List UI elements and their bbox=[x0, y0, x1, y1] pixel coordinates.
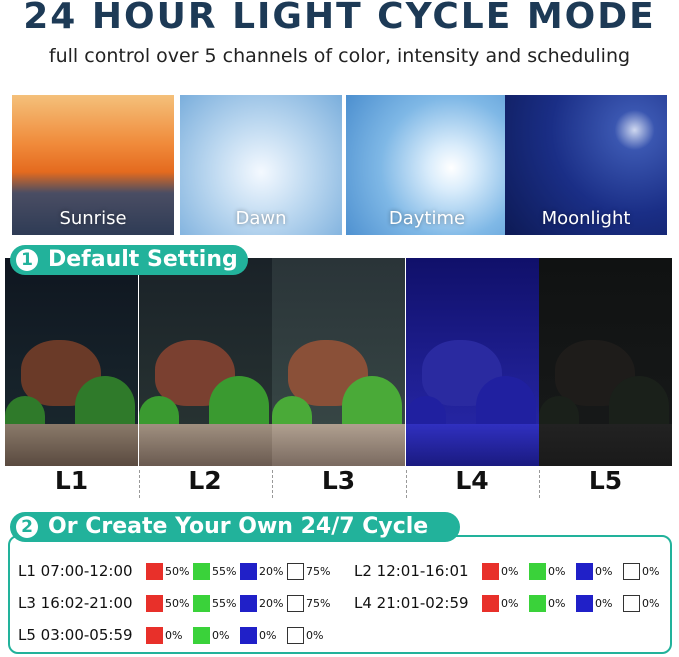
scene-label: Daytime bbox=[388, 208, 466, 229]
gravel bbox=[272, 424, 405, 466]
separator bbox=[405, 470, 407, 498]
channel-level: 0% bbox=[548, 564, 566, 578]
schedule-row: L1 07:00-12:00 50% 55% 20% 75% bbox=[18, 561, 334, 581]
subtitle: full control over 5 channels of color, i… bbox=[48, 45, 631, 67]
gravel bbox=[5, 424, 138, 466]
channel-swatch bbox=[529, 562, 546, 580]
schedule-row: L5 03:00-05:59 0% 0% 0% 0% bbox=[18, 625, 334, 645]
level-label: L2 bbox=[188, 466, 222, 495]
channel-swatch bbox=[482, 594, 499, 612]
channel-level: 75% bbox=[306, 564, 331, 578]
schedule-box: L1 07:00-12:00 50% 55% 20% 75% L2 12:01-16:01… bbox=[8, 535, 672, 654]
channel-level: 55% bbox=[212, 596, 237, 610]
tank-photo bbox=[5, 258, 138, 466]
channel-level: 55% bbox=[212, 564, 237, 578]
channel-swatch bbox=[193, 562, 210, 580]
channel-swatch bbox=[529, 594, 546, 612]
gravel bbox=[138, 424, 272, 466]
scene: Moonlight bbox=[505, 95, 667, 235]
time-label: L5 03:00-05:59 bbox=[18, 626, 133, 644]
schedule-row: L3 16:02-21:00 50% 55% 20% 75% bbox=[18, 593, 334, 613]
channel-swatch bbox=[146, 626, 163, 644]
scene-label: Moonlight bbox=[541, 208, 631, 229]
channel-level: 0% bbox=[642, 596, 660, 610]
level-label: L1 bbox=[54, 466, 89, 495]
channel-swatch bbox=[240, 562, 257, 580]
scene: Sunrise bbox=[12, 95, 174, 235]
section-pill: 2 Or Create Your Own 24/7 Cycle bbox=[10, 512, 460, 542]
channel-level: 0% bbox=[642, 564, 660, 578]
level-label: L4 bbox=[455, 466, 489, 495]
schedule-row: L2 12:01-16:01 0% 0% 0% 0% bbox=[354, 561, 670, 581]
channel-level: 0% bbox=[595, 596, 613, 610]
schedule-row: L4 21:01-02:59 0% 0% 0% 0% bbox=[354, 593, 670, 613]
level-label: L5 bbox=[588, 466, 623, 495]
level-label: L3 bbox=[321, 466, 356, 495]
time-label: L3 16:02-21:00 bbox=[18, 594, 133, 612]
channel-level: 0% bbox=[306, 628, 324, 642]
channel-level: 0% bbox=[165, 628, 183, 642]
section-number: 1 bbox=[16, 249, 38, 271]
scene-label: Dawn bbox=[235, 208, 287, 229]
channel-swatch bbox=[240, 626, 257, 644]
channel-swatch bbox=[240, 594, 257, 612]
channel-level: 20% bbox=[259, 564, 284, 578]
channel-level: 0% bbox=[501, 564, 519, 578]
gravel bbox=[405, 424, 539, 466]
scene: Daytime bbox=[346, 95, 508, 235]
channel-level: 0% bbox=[595, 564, 613, 578]
section-title: Default Setting bbox=[48, 247, 238, 272]
tank-photo bbox=[405, 258, 539, 466]
channel-level: 75% bbox=[306, 596, 331, 610]
channel-swatch bbox=[146, 594, 163, 612]
time-label: L2 12:01-16:01 bbox=[354, 562, 469, 580]
channel-swatch bbox=[193, 626, 210, 644]
tank-photo bbox=[272, 258, 405, 466]
channel-swatch bbox=[146, 562, 163, 580]
time-label: L1 07:00-12:00 bbox=[18, 562, 133, 580]
separator bbox=[272, 470, 273, 498]
channel-swatch bbox=[482, 562, 499, 580]
section-title: Or Create Your Own 24/7 Cycle bbox=[48, 514, 429, 539]
gravel bbox=[539, 424, 672, 466]
channel-swatch bbox=[193, 594, 210, 612]
channel-swatch bbox=[623, 594, 640, 612]
channel-swatch bbox=[576, 562, 593, 580]
channel-level: 20% bbox=[259, 596, 284, 610]
channel-swatch bbox=[287, 626, 304, 644]
title: 24 HOUR LIGHT CYCLE MODE bbox=[23, 0, 656, 37]
channel-level: 0% bbox=[501, 596, 519, 610]
channel-level: 0% bbox=[212, 628, 230, 642]
scene: Dawn bbox=[180, 95, 342, 235]
channel-level: 50% bbox=[165, 564, 190, 578]
channel-swatch bbox=[623, 562, 640, 580]
section-number: 2 bbox=[16, 516, 38, 538]
channel-swatch bbox=[287, 594, 304, 612]
channel-level: 0% bbox=[548, 596, 566, 610]
tank-photo bbox=[138, 258, 272, 466]
tank-photo bbox=[539, 258, 672, 466]
scene-label: Sunrise bbox=[59, 208, 127, 229]
channel-level: 0% bbox=[259, 628, 277, 642]
separator bbox=[138, 470, 140, 498]
channel-level: 50% bbox=[165, 596, 190, 610]
channel-swatch bbox=[576, 594, 593, 612]
separator bbox=[539, 470, 540, 498]
section-pill: 1 Default Setting bbox=[10, 245, 248, 275]
channel-swatch bbox=[287, 562, 304, 580]
time-label: L4 21:01-02:59 bbox=[354, 594, 469, 612]
